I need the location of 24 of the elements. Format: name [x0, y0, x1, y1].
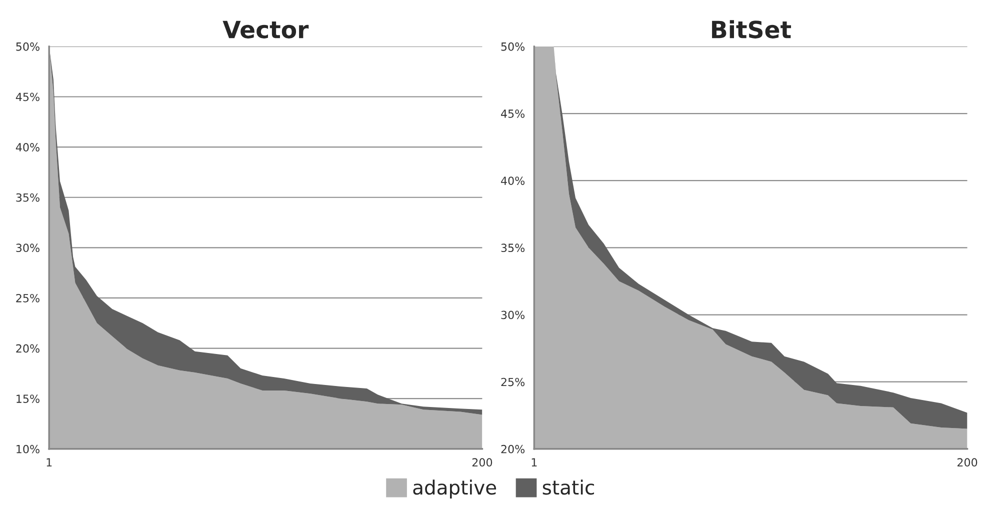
y-tick-label: 25% — [16, 294, 40, 302]
x-tick-label: 200 — [957, 458, 978, 467]
x-tick-label: 1 — [532, 458, 537, 466]
y-tick-label: 30% — [501, 310, 525, 320]
y-tick-label: 25% — [501, 378, 525, 386]
chart-title: BitSet — [712, 20, 792, 38]
y-tick-label: 20% — [501, 444, 525, 454]
y-tick-label: 15% — [16, 394, 40, 403]
x-tick-label: 200 — [472, 458, 492, 467]
y-tick-label: 35% — [501, 244, 525, 252]
y-tick-label: 20% — [16, 344, 40, 353]
y-tick-label: 50% — [501, 42, 525, 51]
y-tick-label: 45% — [16, 92, 40, 102]
legend-label: adaptive — [413, 480, 496, 498]
y-tick-label: 45% — [500, 109, 525, 118]
y-tick-label: 35% — [16, 193, 40, 202]
x-tick-label: 1 — [46, 458, 52, 466]
legend-label: static — [542, 480, 594, 495]
y-tick-label: 40% — [500, 176, 525, 185]
y-tick-label: 50% — [16, 42, 40, 51]
y-tick-label: 40% — [16, 143, 40, 152]
chart-title: Vector — [222, 20, 309, 38]
y-tick-label: 30% — [16, 244, 40, 252]
y-tick-label: 10% — [16, 444, 40, 454]
